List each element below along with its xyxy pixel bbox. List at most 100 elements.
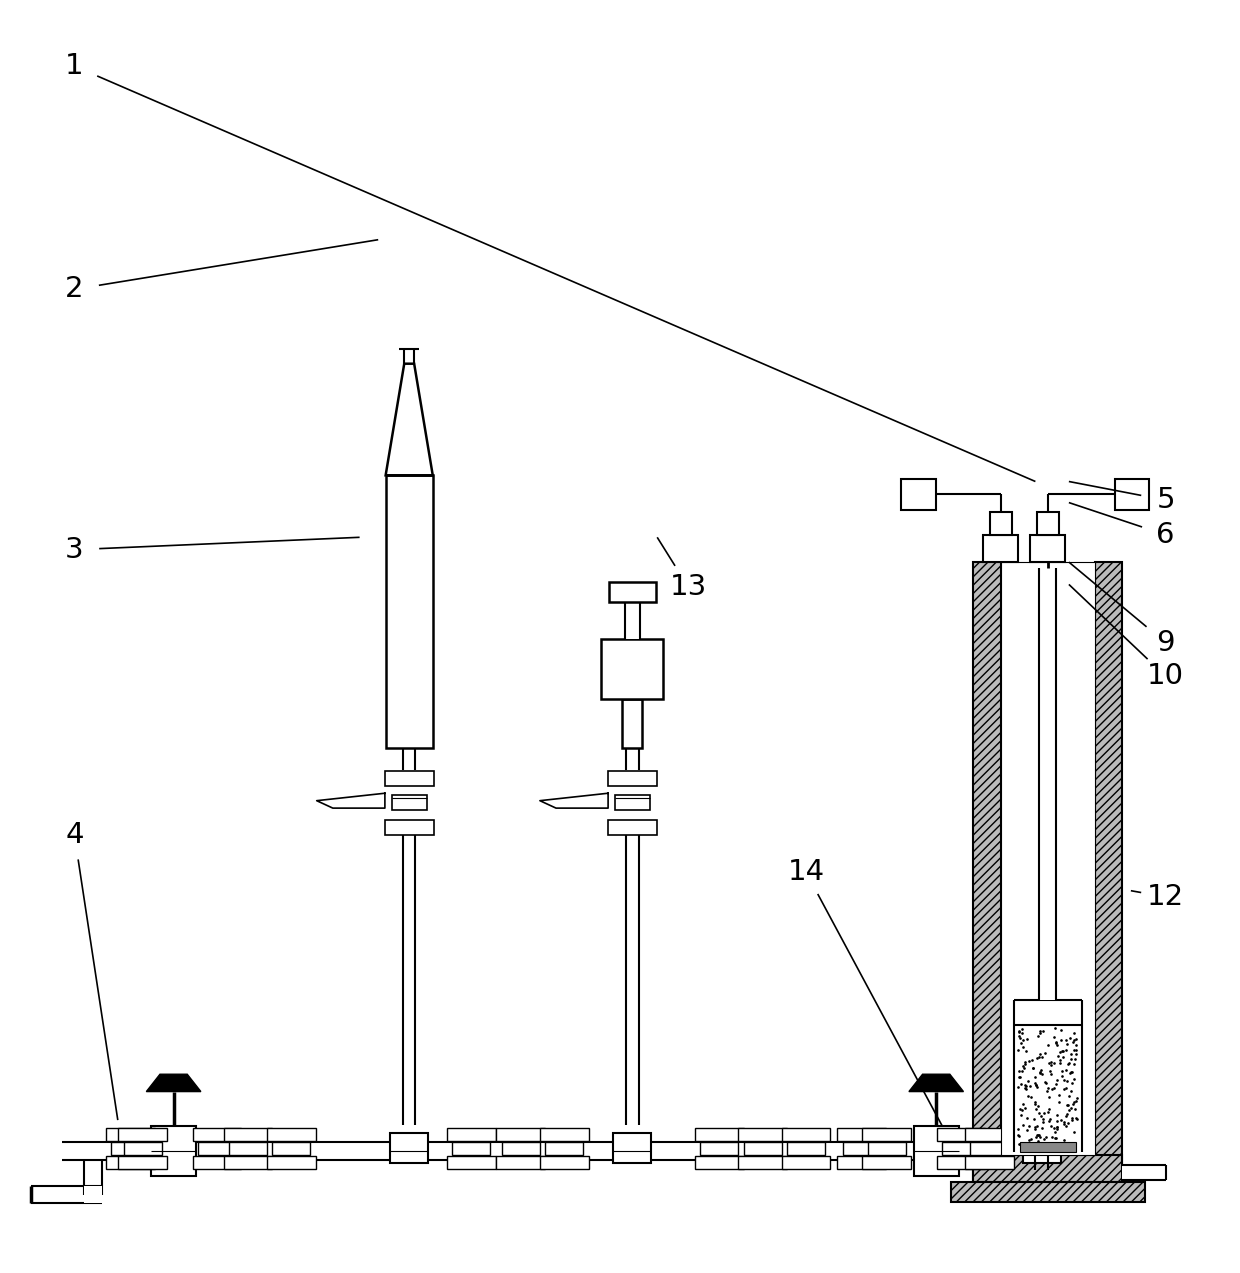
Bar	[62, 1142, 986, 1160]
Bar	[608, 820, 657, 835]
Bar	[936, 1156, 986, 1170]
Bar	[267, 1128, 316, 1141]
Bar	[386, 475, 433, 749]
Bar	[403, 749, 415, 770]
Bar	[983, 535, 1018, 563]
Text: 1: 1	[64, 52, 84, 80]
Bar	[31, 1186, 102, 1203]
Polygon shape	[539, 793, 608, 808]
Bar	[609, 582, 656, 602]
Bar	[837, 1128, 887, 1141]
Bar	[837, 1156, 887, 1170]
Text: 3: 3	[64, 536, 84, 564]
Bar	[446, 1128, 496, 1141]
Bar	[971, 1142, 1008, 1155]
Bar	[403, 833, 415, 1125]
Bar	[267, 1156, 316, 1170]
Bar	[223, 1156, 273, 1170]
Bar	[124, 1142, 161, 1155]
Polygon shape	[316, 793, 384, 808]
Bar	[539, 1128, 589, 1141]
Bar	[84, 1186, 102, 1203]
Bar	[384, 771, 434, 785]
Text: 4: 4	[66, 821, 83, 849]
Bar	[615, 794, 650, 810]
Bar	[151, 1127, 196, 1176]
Polygon shape	[386, 364, 433, 475]
Bar	[901, 479, 936, 510]
Bar	[1122, 1165, 1166, 1180]
Bar	[973, 563, 1001, 1183]
Bar	[622, 699, 642, 749]
Bar	[105, 1128, 155, 1141]
Bar	[392, 794, 427, 810]
Bar	[614, 1142, 651, 1160]
Bar	[744, 1142, 781, 1155]
Text: 9: 9	[1157, 629, 1174, 657]
Bar	[1030, 535, 1065, 563]
Bar	[223, 1128, 273, 1141]
Bar	[539, 1156, 589, 1170]
Bar	[942, 1142, 980, 1155]
Text: 10: 10	[1147, 662, 1184, 690]
Bar	[862, 1128, 911, 1141]
Bar	[192, 1156, 242, 1170]
Bar	[192, 1128, 242, 1141]
Bar	[1023, 1142, 1060, 1160]
Text: 14: 14	[787, 858, 825, 886]
Bar	[1023, 1133, 1060, 1164]
Text: 13: 13	[670, 573, 707, 601]
Bar	[118, 1128, 167, 1141]
Text: 5: 5	[1157, 486, 1174, 514]
Bar	[738, 1128, 787, 1141]
Polygon shape	[146, 1074, 201, 1091]
Bar	[384, 820, 434, 835]
Bar	[781, 1156, 831, 1170]
Bar	[626, 749, 639, 770]
Bar	[502, 1142, 539, 1155]
Bar	[694, 1156, 744, 1170]
Bar	[781, 1128, 831, 1141]
Bar	[1037, 513, 1059, 535]
Polygon shape	[909, 1074, 963, 1091]
Bar	[84, 1160, 102, 1194]
Text: 12: 12	[1147, 883, 1184, 911]
Bar	[601, 639, 663, 699]
Bar	[446, 1156, 496, 1170]
Bar	[965, 1128, 1014, 1141]
Text: 2: 2	[66, 275, 83, 303]
Bar	[843, 1142, 880, 1155]
Bar	[701, 1142, 738, 1155]
Bar	[625, 602, 640, 639]
Bar	[951, 1183, 1145, 1202]
Bar	[118, 1156, 167, 1170]
Bar	[614, 1133, 651, 1164]
Bar	[868, 1142, 905, 1155]
Bar	[1035, 1125, 1048, 1170]
Bar	[1021, 1142, 1075, 1152]
Bar	[787, 1142, 825, 1155]
Bar	[546, 1142, 583, 1155]
Bar	[608, 771, 657, 785]
Text: 6: 6	[1157, 521, 1174, 549]
Bar	[1001, 563, 1095, 1155]
Bar	[273, 1142, 310, 1155]
Bar	[914, 1127, 959, 1176]
Bar	[496, 1128, 546, 1141]
Bar	[1039, 568, 1056, 999]
Bar	[105, 1156, 155, 1170]
Bar	[738, 1156, 787, 1170]
Bar	[496, 1156, 546, 1170]
Bar	[391, 1133, 428, 1164]
Bar	[1115, 479, 1149, 510]
Bar	[626, 833, 639, 1125]
Bar	[936, 1128, 986, 1141]
Bar	[694, 1128, 744, 1141]
Bar	[862, 1156, 911, 1170]
Bar	[453, 1142, 490, 1155]
Bar	[198, 1142, 236, 1155]
Bar	[1095, 563, 1122, 1183]
Bar	[229, 1142, 267, 1155]
Bar	[391, 1142, 428, 1160]
Bar	[112, 1142, 149, 1155]
